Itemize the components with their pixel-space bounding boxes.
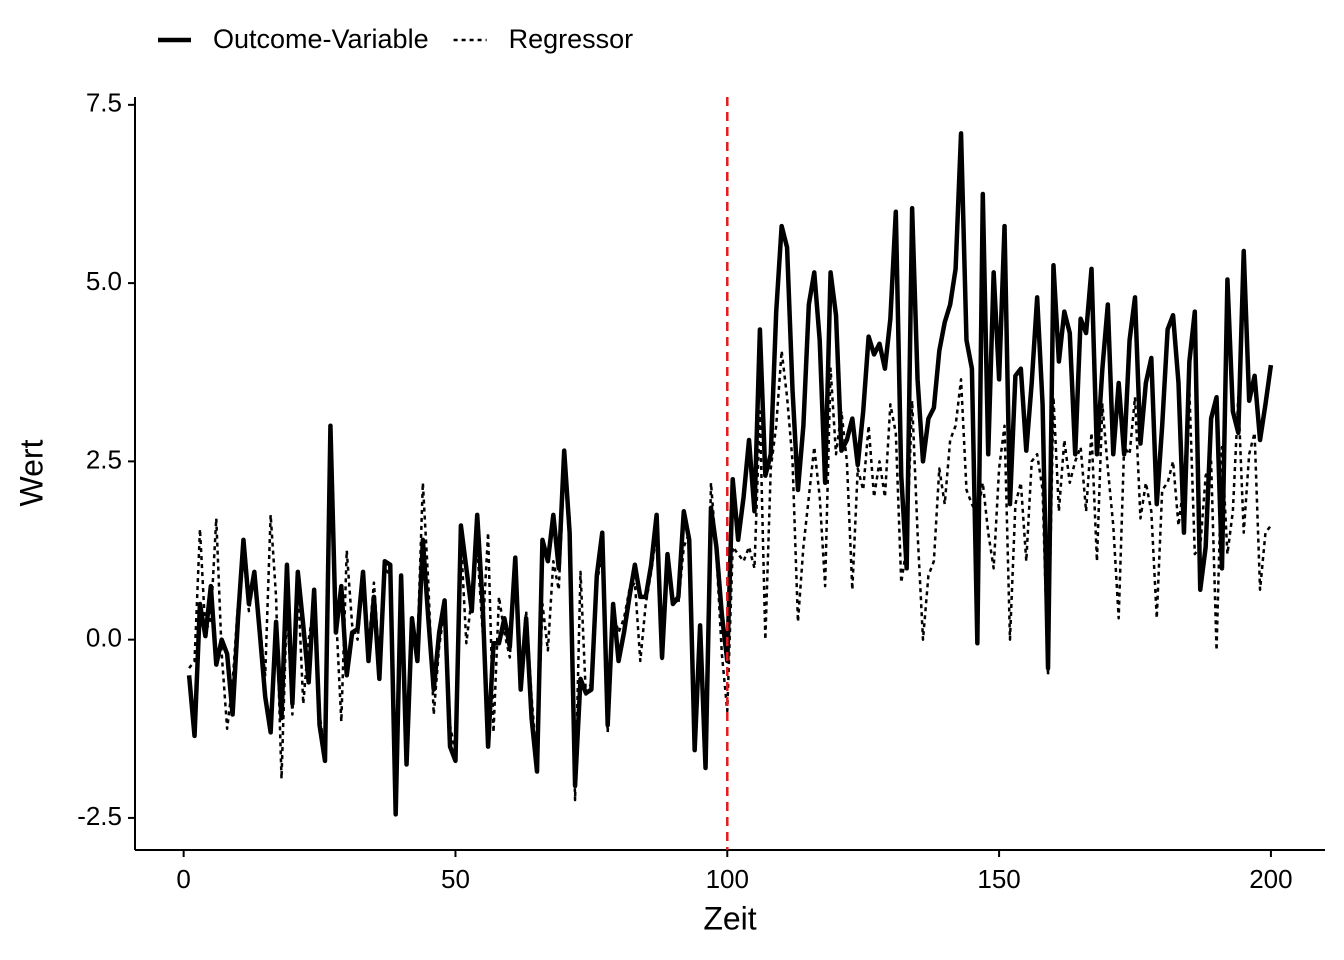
x-tick-label: 0 bbox=[176, 864, 190, 894]
y-tick-label: 5.0 bbox=[86, 266, 122, 296]
y-axis-title: Wert bbox=[13, 439, 49, 506]
series-line bbox=[188, 349, 1272, 802]
series-line bbox=[186, 131, 1274, 817]
y-tick-label: 2.5 bbox=[86, 444, 122, 474]
y-tick-label: 0.0 bbox=[86, 623, 122, 653]
x-tick-label: 150 bbox=[977, 864, 1020, 894]
y-tick-label: 7.5 bbox=[86, 88, 122, 118]
x-tick-label: 200 bbox=[1249, 864, 1292, 894]
x-tick-label: 50 bbox=[441, 864, 470, 894]
legend-label: Regressor bbox=[509, 24, 634, 54]
x-axis-title: Zeit bbox=[703, 900, 756, 936]
x-tick-label: 100 bbox=[706, 864, 749, 894]
legend-label: Outcome-Variable bbox=[213, 24, 429, 54]
y-tick-label: -2.5 bbox=[77, 801, 122, 831]
